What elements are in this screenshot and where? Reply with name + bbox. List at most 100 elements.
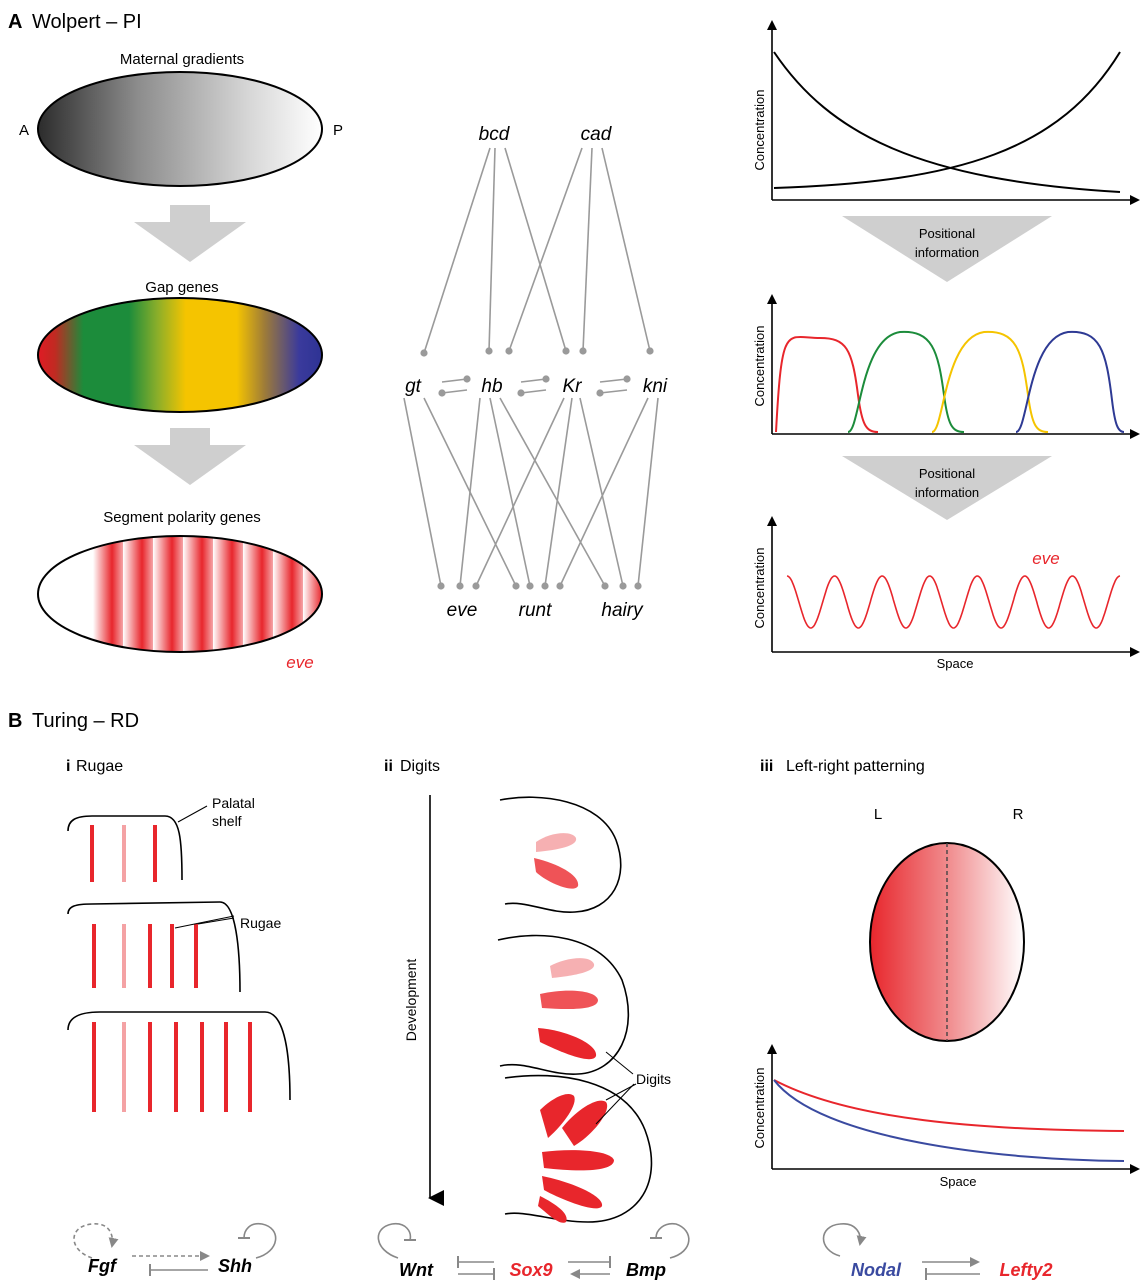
digit-condensation bbox=[534, 858, 579, 889]
panel-b-letter: B bbox=[8, 710, 22, 732]
digits-title: Digits bbox=[400, 758, 440, 775]
plot2-ylabel: Concentration bbox=[752, 326, 767, 407]
gap-curve-red bbox=[775, 335, 879, 433]
palatal-shelf-1 bbox=[67, 815, 183, 881]
gene-kni: kni bbox=[643, 376, 668, 397]
segment-embryo bbox=[37, 535, 323, 653]
palatal-pointer bbox=[177, 805, 208, 823]
plot1-ylabel: Concentration bbox=[752, 90, 767, 171]
shh-self-inhibition bbox=[243, 1222, 277, 1259]
edge-cad-kr bbox=[579, 147, 593, 355]
plot3-eve-label: eve bbox=[1032, 549, 1059, 568]
anterior-label: A bbox=[19, 122, 29, 139]
plot3-ylabel: Concentration bbox=[752, 548, 767, 629]
nodal-curve bbox=[773, 1079, 1125, 1162]
digits-pointer-2 bbox=[595, 1083, 635, 1125]
limb-bud-2 bbox=[497, 934, 630, 1075]
rugae-label: Rugae bbox=[240, 915, 281, 931]
lr-numeral: iii bbox=[760, 758, 773, 775]
gene-lefty2: Lefty2 bbox=[999, 1260, 1052, 1280]
edge-cad-hb bbox=[505, 147, 583, 355]
lefty-curve bbox=[773, 1079, 1125, 1132]
eve-wave bbox=[786, 575, 1121, 629]
edge-kni-hairy bbox=[634, 397, 659, 590]
bicoid-curve bbox=[773, 51, 1121, 193]
pi-arrow-1-line1: Positional bbox=[919, 226, 975, 241]
pi-arrow-1 bbox=[842, 216, 1052, 282]
rugae-numeral: i bbox=[66, 758, 70, 775]
edge-bcd-kr bbox=[504, 147, 570, 355]
gap-curve-blue bbox=[1015, 330, 1125, 433]
palatal-shelf-3 bbox=[67, 1011, 291, 1101]
down-arrow-2 bbox=[134, 428, 246, 485]
gene-gt: gt bbox=[405, 376, 422, 397]
maternal-embryo bbox=[37, 71, 323, 187]
gene-runt: runt bbox=[519, 600, 552, 621]
limb-bud-1 bbox=[499, 796, 622, 913]
rep-hb-kr bbox=[520, 375, 550, 383]
gene-shh: Shh bbox=[218, 1256, 252, 1276]
panel-b-title: Turing – RD bbox=[32, 710, 139, 732]
gene-cad: cad bbox=[581, 124, 613, 145]
rugae-title: Rugae bbox=[76, 758, 123, 775]
gap-curve-yellow bbox=[931, 330, 1049, 433]
limb-buds bbox=[497, 796, 653, 1223]
digit-condensation bbox=[550, 958, 595, 978]
maternal-gradients-label: Maternal gradients bbox=[120, 51, 244, 68]
plot-lr: Concentration Space bbox=[752, 1044, 1140, 1189]
digit-condensation bbox=[538, 1028, 597, 1060]
segment-polarity-label: Segment polarity genes bbox=[103, 509, 261, 526]
rugae-pointer-2 bbox=[197, 917, 235, 925]
panel-a-title: Wolpert – PI bbox=[32, 11, 142, 33]
edge-kr-eve bbox=[472, 397, 565, 590]
eve-stripes bbox=[93, 536, 322, 652]
edge-kni-runt bbox=[556, 397, 649, 590]
plot3-xlabel: Space bbox=[937, 656, 974, 671]
plot4-xlabel: Space bbox=[940, 1174, 977, 1189]
palatal-label-line2: shelf bbox=[212, 813, 242, 829]
development-label: Development bbox=[403, 959, 419, 1042]
digits-numeral: ii bbox=[384, 758, 393, 775]
limb-bud-3 bbox=[504, 1074, 653, 1223]
rep-kr-kni bbox=[599, 375, 631, 383]
gene-hb: hb bbox=[481, 376, 502, 397]
left-label: L bbox=[874, 806, 882, 823]
edge-bcd-hb bbox=[485, 147, 496, 355]
gap-curve-green bbox=[847, 330, 965, 433]
panel-a-letter: A bbox=[8, 11, 22, 33]
pi-arrow-2 bbox=[842, 456, 1052, 520]
gene-wnt: Wnt bbox=[399, 1260, 434, 1280]
lr-network bbox=[822, 1223, 980, 1280]
digit-condensation bbox=[562, 1100, 608, 1146]
palatal-shelf-2 bbox=[67, 901, 241, 993]
edge-bcd-gt bbox=[420, 147, 491, 357]
digit-condensation bbox=[540, 1093, 575, 1138]
digits-network bbox=[377, 1222, 690, 1280]
gene-eve: eve bbox=[447, 600, 478, 621]
digits-label: Digits bbox=[636, 1071, 671, 1087]
pi-arrow-2-line1: Positional bbox=[919, 466, 975, 481]
edge-kr-runt bbox=[541, 397, 573, 590]
gene-sox9: Sox9 bbox=[509, 1260, 552, 1280]
right-label: R bbox=[1013, 806, 1024, 823]
digit-condensation bbox=[542, 1176, 603, 1209]
rep-kni-kr bbox=[596, 389, 628, 397]
gene-kr: Kr bbox=[563, 376, 583, 397]
edge-kr-hairy bbox=[579, 397, 627, 590]
palatal-label-line1: Palatal bbox=[212, 795, 255, 811]
lr-title: Left-right patterning bbox=[786, 758, 925, 775]
digit-condensation bbox=[538, 1196, 567, 1223]
edge-hb-eve bbox=[456, 397, 481, 590]
edge-cad-kni bbox=[601, 147, 654, 355]
edge-gt-eve bbox=[403, 397, 445, 590]
wnt-self-inhibition bbox=[377, 1222, 412, 1259]
gene-nodal: Nodal bbox=[851, 1260, 902, 1280]
digit-condensation bbox=[542, 1150, 614, 1171]
edge-hb-runt bbox=[489, 397, 534, 590]
plot4-ylabel: Concentration bbox=[752, 1068, 767, 1149]
rep-gt-hb bbox=[441, 375, 471, 383]
rugae-network bbox=[73, 1222, 277, 1276]
caudal-curve bbox=[773, 51, 1121, 189]
gap-genes-label: Gap genes bbox=[145, 279, 218, 296]
